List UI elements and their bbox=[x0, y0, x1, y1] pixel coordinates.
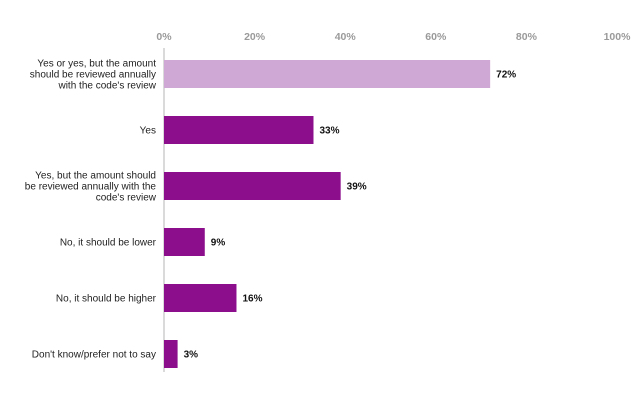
category-label-line: Yes or yes, but the amount bbox=[37, 59, 156, 70]
bar bbox=[164, 228, 205, 256]
category-label: Yes, but the amount should be reviewed an… bbox=[25, 171, 157, 204]
bar bbox=[164, 340, 178, 368]
x-tick-label: 60% bbox=[425, 31, 447, 43]
data-label: 3% bbox=[184, 350, 199, 361]
bar bbox=[164, 284, 237, 312]
category-label-line: should be reviewed annually bbox=[30, 70, 156, 81]
category-label-line: No, it should be higher bbox=[56, 294, 157, 305]
data-label: 16% bbox=[242, 294, 262, 305]
category-label-line: with the code's review bbox=[57, 81, 156, 92]
data-label: 33% bbox=[319, 126, 339, 137]
x-tick-label: 100% bbox=[604, 31, 632, 43]
category-label-line: Don't know/prefer not to say bbox=[32, 350, 156, 361]
x-tick-label: 0% bbox=[156, 31, 172, 43]
data-label: 72% bbox=[496, 70, 516, 81]
data-label: 39% bbox=[347, 182, 367, 193]
category-label: Yes bbox=[140, 126, 156, 137]
bar bbox=[164, 60, 491, 88]
category-label-line: Yes, but the amount should bbox=[35, 171, 156, 182]
category-label-line: No, it should be lower bbox=[60, 238, 157, 249]
data-label: 9% bbox=[211, 238, 226, 249]
category-label: Don't know/prefer not to say bbox=[32, 350, 156, 361]
category-label-line: code's review bbox=[96, 193, 157, 204]
bar bbox=[164, 172, 341, 200]
x-tick-label: 20% bbox=[244, 31, 266, 43]
category-label: Yes or yes, but the amount should be revi… bbox=[30, 59, 157, 92]
bar bbox=[164, 116, 314, 144]
category-label-line: be reviewed annually with the bbox=[25, 182, 157, 193]
x-tick-label: 40% bbox=[335, 31, 357, 43]
category-label: No, it should be higher bbox=[56, 294, 157, 305]
category-label: No, it should be lower bbox=[60, 238, 157, 249]
x-tick-label: 80% bbox=[516, 31, 538, 43]
category-label-line: Yes bbox=[140, 126, 156, 137]
